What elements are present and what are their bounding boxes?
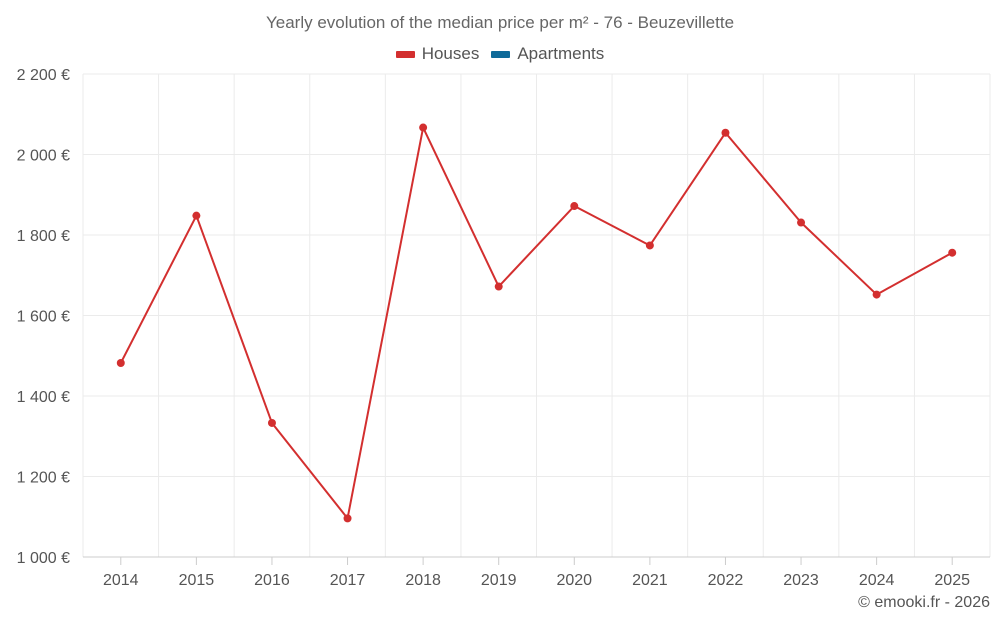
data-point: [192, 211, 201, 220]
y-tick-label: 1 600 €: [17, 309, 70, 326]
x-tick-label: 2022: [708, 572, 744, 589]
x-tick-label: 2024: [859, 572, 895, 589]
legend-swatch-apartments: [491, 50, 511, 58]
x-tick-label: 2015: [179, 572, 215, 589]
y-tick-label: 1 000 €: [17, 550, 70, 567]
legend-item-apartments[interactable]: Apartments: [491, 44, 604, 64]
legend-item-houses[interactable]: Houses: [395, 44, 480, 64]
x-tick-label: 2020: [556, 572, 592, 589]
x-tick-label: 2016: [254, 572, 290, 589]
data-point: [419, 123, 428, 132]
y-tick-label: 1 400 €: [17, 389, 70, 406]
data-point: [570, 202, 579, 211]
y-tick-label: 1 200 €: [17, 470, 70, 487]
data-point: [948, 248, 957, 257]
series-line-houses: [119, 126, 953, 520]
x-tick-label: 2018: [405, 572, 441, 589]
chart-title: Yearly evolution of the median price per…: [265, 13, 735, 32]
legend: Houses Apartments: [0, 44, 1000, 64]
y-tick-label: 2 000 €: [17, 148, 70, 165]
copyright-text: © emooki.fr - 2026: [858, 594, 990, 611]
x-tick-label: 2017: [330, 572, 366, 589]
data-point: [116, 358, 125, 367]
data-point: [721, 128, 730, 137]
x-tick-label: 2023: [783, 572, 819, 589]
data-point: [343, 514, 352, 523]
data-point: [797, 218, 806, 227]
x-tick-label: 2021: [632, 572, 668, 589]
x-tick-label: 2019: [481, 572, 517, 589]
legend-label-houses: Houses: [421, 44, 480, 63]
x-tick-label: 2025: [934, 572, 970, 589]
data-point: [494, 282, 503, 291]
y-tick-label: 2 200 €: [17, 67, 70, 84]
legend-swatch-houses: [395, 50, 415, 58]
data-point: [645, 241, 654, 250]
data-point: [267, 418, 276, 427]
data-point: [872, 290, 881, 299]
y-tick-label: 1 800 €: [17, 228, 70, 245]
x-tick-label: 2014: [103, 572, 139, 589]
legend-label-apartments: Apartments: [517, 44, 605, 63]
